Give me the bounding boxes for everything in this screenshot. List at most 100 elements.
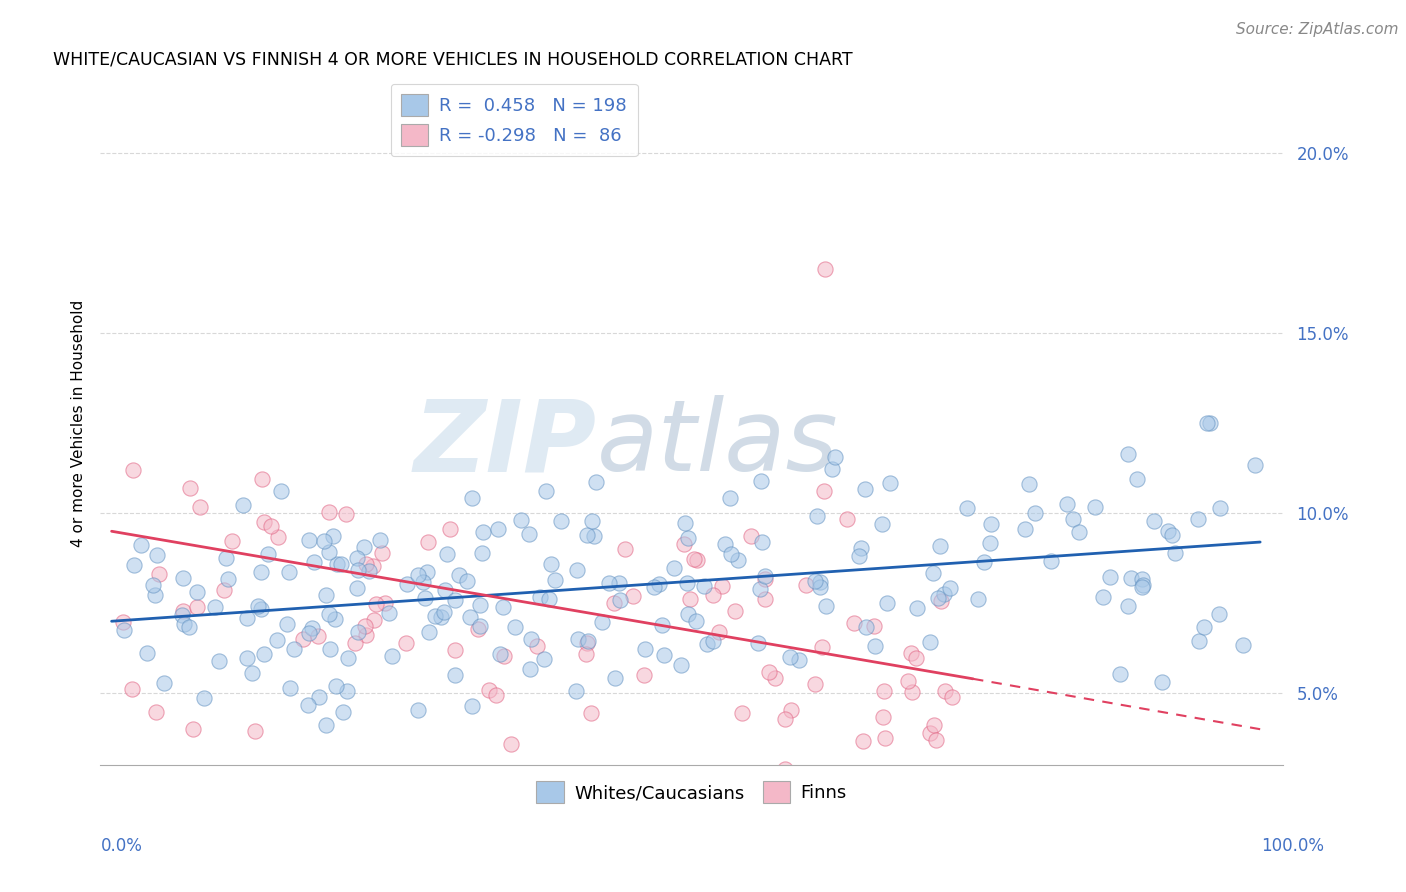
Point xyxy=(250,565,273,579)
Point xyxy=(707,624,730,639)
Point xyxy=(870,516,893,531)
Point xyxy=(876,596,898,610)
Point xyxy=(863,619,886,633)
Point xyxy=(1195,417,1218,431)
Point xyxy=(673,516,696,530)
Point xyxy=(749,582,772,597)
Point xyxy=(298,626,321,640)
Point xyxy=(332,705,354,719)
Point xyxy=(444,593,467,607)
Point xyxy=(779,650,801,665)
Point xyxy=(671,657,693,672)
Point xyxy=(112,624,135,638)
Point xyxy=(186,585,208,599)
Point xyxy=(467,622,489,636)
Point xyxy=(808,575,831,590)
Point xyxy=(714,537,737,551)
Point xyxy=(301,621,323,635)
Point xyxy=(609,593,631,607)
Point xyxy=(318,607,340,621)
Point xyxy=(250,601,273,615)
Point xyxy=(257,548,280,562)
Point xyxy=(754,568,776,582)
Point xyxy=(900,646,922,660)
Point xyxy=(1142,514,1164,528)
Point xyxy=(456,574,478,588)
Point xyxy=(747,636,769,650)
Point xyxy=(980,516,1002,531)
Point xyxy=(325,680,347,694)
Point xyxy=(852,734,875,748)
Point xyxy=(1109,667,1132,681)
Point xyxy=(318,545,340,559)
Point xyxy=(353,619,375,633)
Point xyxy=(439,522,461,536)
Point xyxy=(253,515,276,529)
Point xyxy=(686,553,709,567)
Point xyxy=(591,615,613,629)
Point xyxy=(1062,512,1084,526)
Text: WHITE/CAUCASIAN VS FINNISH 4 OR MORE VEHICLES IN HOUSEHOLD CORRELATION CHART: WHITE/CAUCASIAN VS FINNISH 4 OR MORE VEH… xyxy=(53,51,852,69)
Point xyxy=(1208,607,1230,621)
Point xyxy=(298,533,321,548)
Point xyxy=(449,568,471,582)
Point xyxy=(921,566,943,581)
Point xyxy=(1150,674,1173,689)
Point xyxy=(1099,570,1122,584)
Point xyxy=(291,632,314,647)
Point xyxy=(215,551,238,566)
Point xyxy=(354,628,377,642)
Point xyxy=(430,609,453,624)
Point xyxy=(583,529,606,543)
Point xyxy=(718,491,741,506)
Point xyxy=(361,559,384,574)
Point xyxy=(499,737,522,751)
Point xyxy=(346,550,368,565)
Point xyxy=(727,553,749,567)
Point xyxy=(517,527,540,541)
Point xyxy=(468,619,491,633)
Point xyxy=(329,557,352,571)
Point xyxy=(533,652,555,666)
Point xyxy=(676,531,699,545)
Y-axis label: 4 or more Vehicles in Household: 4 or more Vehicles in Household xyxy=(72,300,86,547)
Point xyxy=(824,450,846,465)
Point xyxy=(347,563,370,577)
Point xyxy=(436,548,458,562)
Point xyxy=(266,632,288,647)
Point xyxy=(576,633,599,648)
Point xyxy=(1091,590,1114,604)
Point xyxy=(204,600,226,615)
Point xyxy=(354,557,377,571)
Point xyxy=(131,538,153,552)
Point xyxy=(1187,512,1209,526)
Text: 100.0%: 100.0% xyxy=(1261,837,1324,855)
Point xyxy=(471,546,494,560)
Point xyxy=(181,722,204,736)
Point xyxy=(814,261,837,276)
Point xyxy=(979,536,1001,550)
Point xyxy=(651,618,673,632)
Point xyxy=(855,619,877,633)
Point xyxy=(1164,546,1187,560)
Point xyxy=(122,558,145,572)
Point xyxy=(808,581,831,595)
Point xyxy=(283,641,305,656)
Point xyxy=(415,591,437,606)
Point xyxy=(763,671,786,685)
Point xyxy=(1130,572,1153,586)
Point xyxy=(177,619,200,633)
Point xyxy=(922,717,945,731)
Point xyxy=(575,647,598,661)
Point xyxy=(236,611,259,625)
Point xyxy=(240,666,263,681)
Point xyxy=(145,705,167,719)
Point xyxy=(418,625,440,640)
Point xyxy=(879,476,901,491)
Point xyxy=(235,651,257,665)
Point xyxy=(920,726,942,740)
Point xyxy=(1209,501,1232,516)
Point xyxy=(433,605,456,619)
Point xyxy=(416,565,439,579)
Text: Source: ZipAtlas.com: Source: ZipAtlas.com xyxy=(1236,22,1399,37)
